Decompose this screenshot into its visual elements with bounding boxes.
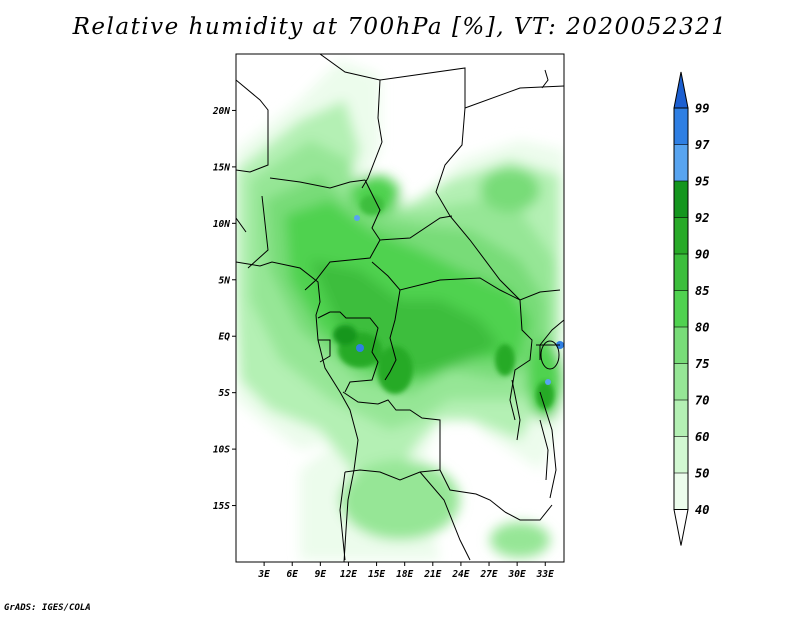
- lat-tick-label: EQ: [219, 332, 231, 343]
- colorbar-label: 85: [695, 284, 709, 298]
- colorbar-label: 97: [695, 138, 710, 152]
- lon-tick-label: 3E: [257, 569, 270, 580]
- colorbar-segment: [674, 327, 688, 364]
- lat-tick-label: 10S: [213, 445, 230, 456]
- grads-credit: GrADS: IGES/COLA: [4, 603, 91, 613]
- colorbar-segment: [674, 400, 688, 437]
- colorbar-segment: [674, 254, 688, 291]
- colorbar-label: 75: [695, 357, 709, 371]
- lakes: [511, 69, 560, 481]
- lon-tick-label: 33E: [536, 569, 554, 580]
- colorbar-label: 95: [695, 175, 709, 189]
- lon-tick-label: 18E: [396, 569, 413, 580]
- lon-tick-label: 24E: [451, 569, 469, 580]
- colorbar-label: 50: [695, 467, 709, 481]
- lat-tick-label: 15N: [213, 162, 230, 173]
- lat-tick-label: 5S: [219, 388, 231, 399]
- colorbar-label: 99: [695, 102, 709, 116]
- colorbar-label: 60: [695, 430, 709, 444]
- lat-tick-label: 10N: [213, 219, 230, 230]
- colorbar-segment: [674, 108, 688, 145]
- colorbar-segment: [674, 144, 688, 181]
- colorbar-label: 90: [695, 248, 709, 262]
- lon-tick-label: 9E: [315, 569, 327, 580]
- lon-tick-label: 27E: [479, 569, 497, 580]
- lat-tick-label: 15S: [213, 501, 230, 512]
- lon-tick-label: 15E: [368, 569, 385, 580]
- chart-title: Relative humidity at 700hPa [%], VT: 202…: [72, 14, 728, 40]
- colorbar-label: 70: [695, 394, 709, 408]
- colorbar-segment: [674, 473, 688, 510]
- lon-tick-label: 21E: [423, 569, 441, 580]
- colorbar-label: 92: [695, 211, 709, 225]
- lat-tick-label: 20N: [212, 106, 230, 117]
- lon-tick-label: 30E: [508, 569, 526, 580]
- colorbar-label: 80: [695, 321, 709, 335]
- country-boundaries: [236, 54, 564, 562]
- colorbar-top-arrow: [673, 71, 689, 109]
- map-frame: [235, 53, 565, 563]
- colorbar-segment: [674, 181, 688, 218]
- colorbar-label: 40: [695, 503, 709, 517]
- latitude-axis: 20N 15N 10N 5N EQ 5S 10S 15S: [212, 106, 236, 512]
- lon-tick-label: 12E: [340, 569, 357, 580]
- colorbar-segment: [674, 217, 688, 254]
- colorbar-segment: [674, 290, 688, 327]
- lat-tick-label: 5N: [219, 275, 231, 286]
- longitude-axis: 3E 6E 9E 12E 15E 18E 21E 24E 27E 30E 33E: [257, 562, 554, 580]
- colorbar-bottom-arrow: [673, 509, 689, 546]
- colorbar: 99 97 95 92 90 85 80 75 70 60 50 40: [673, 71, 710, 546]
- lon-tick-label: 6E: [287, 569, 299, 580]
- rh-region-85: [310, 260, 500, 375]
- colorbar-segment: [674, 436, 688, 473]
- humidity-field: [236, 54, 564, 562]
- colorbar-segment: [674, 363, 688, 400]
